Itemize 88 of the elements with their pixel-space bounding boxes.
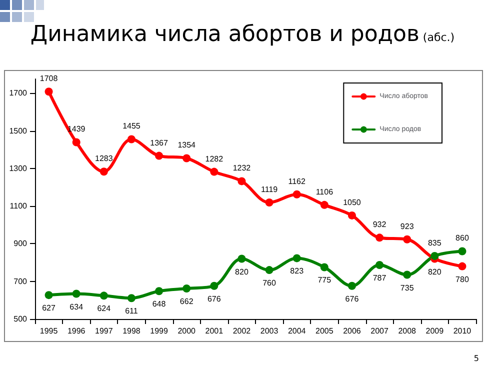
point <box>44 88 53 96</box>
x-tick-label: 2005 <box>316 326 334 336</box>
data-label: 676 <box>207 294 222 304</box>
x-tick-label: 1998 <box>122 326 141 336</box>
data-label: 932 <box>372 220 387 230</box>
point <box>430 252 439 260</box>
data-label: 1050 <box>343 198 362 207</box>
point <box>182 284 191 293</box>
point <box>238 254 246 263</box>
x-tick-label: 2002 <box>232 326 252 336</box>
point <box>458 262 466 270</box>
data-label: 624 <box>97 304 112 314</box>
x-tick-label: 1996 <box>67 326 86 336</box>
point <box>265 198 274 206</box>
data-label: 735 <box>400 283 414 292</box>
x-tick-label: 2003 <box>260 326 279 336</box>
y-tick-label: 1500 <box>9 126 28 136</box>
point <box>458 247 466 256</box>
y-tick-label: 900 <box>14 239 28 248</box>
data-label: 1455 <box>122 122 141 131</box>
x-tick-label: 2001 <box>205 326 224 336</box>
x-tick-label: 2006 <box>343 326 362 336</box>
point <box>44 291 53 300</box>
point <box>155 152 164 160</box>
y-tick-label: 500 <box>14 314 28 324</box>
point <box>403 235 412 244</box>
chart-subtitle: (абс.) <box>422 31 455 44</box>
point <box>100 168 108 176</box>
point <box>403 270 412 279</box>
data-label: 1367 <box>150 138 168 148</box>
data-label: 634 <box>70 302 84 312</box>
data-label: 1354 <box>178 140 196 150</box>
y-tick-label: 700 <box>14 276 28 286</box>
point <box>72 290 80 298</box>
data-label: 780 <box>456 274 470 284</box>
point <box>155 287 164 296</box>
data-label: 823 <box>290 266 304 276</box>
chart-title: Динамика числа абортов и родов <box>30 22 420 47</box>
data-label: 611 <box>125 306 138 316</box>
data-label: 820 <box>428 267 442 276</box>
point <box>292 254 301 262</box>
y-tick-label: 1700 <box>9 88 28 98</box>
data-label: 760 <box>262 278 276 288</box>
text: 5 <box>474 354 479 363</box>
x-tick-label: 2007 <box>370 326 389 336</box>
point <box>182 154 191 162</box>
point <box>210 168 218 176</box>
point <box>376 260 384 269</box>
point <box>72 138 80 146</box>
data-label: 648 <box>152 300 166 309</box>
data-label: 860 <box>456 234 470 243</box>
x-tick-label: 1995 <box>40 326 58 336</box>
data-label: 662 <box>180 297 194 306</box>
point <box>127 135 136 144</box>
point <box>320 200 328 209</box>
data-label: 1232 <box>232 164 252 173</box>
data-label: 1119 <box>260 184 278 194</box>
data-label: 1106 <box>316 187 334 196</box>
point <box>348 211 356 220</box>
x-tick-label: 1999 <box>150 326 168 336</box>
point <box>265 266 274 274</box>
data-label: 627 <box>42 304 56 313</box>
x-tick-label: 2000 <box>178 326 196 336</box>
point <box>348 282 356 290</box>
data-label: 787 <box>372 273 387 282</box>
data-label: 1283 <box>95 154 114 164</box>
data-label: 835 <box>428 238 442 248</box>
point <box>376 234 384 242</box>
x-tick-label: 2004 <box>288 326 306 336</box>
y-tick-label: 1100 <box>10 202 28 211</box>
data-label: 775 <box>318 276 332 285</box>
point <box>100 292 108 300</box>
data-label: 1282 <box>205 154 224 164</box>
x-tick-label: 2009 <box>426 326 444 336</box>
point <box>127 294 136 302</box>
point <box>238 177 246 186</box>
data-label: 820 <box>235 267 249 276</box>
y-tick-label: 1300 <box>9 164 28 173</box>
data-label: 1162 <box>288 176 306 186</box>
x-tick-label: 1997 <box>95 326 114 336</box>
point <box>320 263 328 272</box>
data-label: 676 <box>345 294 360 304</box>
x-tick-label: 2008 <box>398 326 417 336</box>
point <box>292 190 301 198</box>
data-label: 1708 <box>40 74 58 84</box>
point <box>210 282 218 290</box>
data-label: 923 <box>400 222 414 231</box>
x-tick-label: 2010 <box>453 326 472 336</box>
